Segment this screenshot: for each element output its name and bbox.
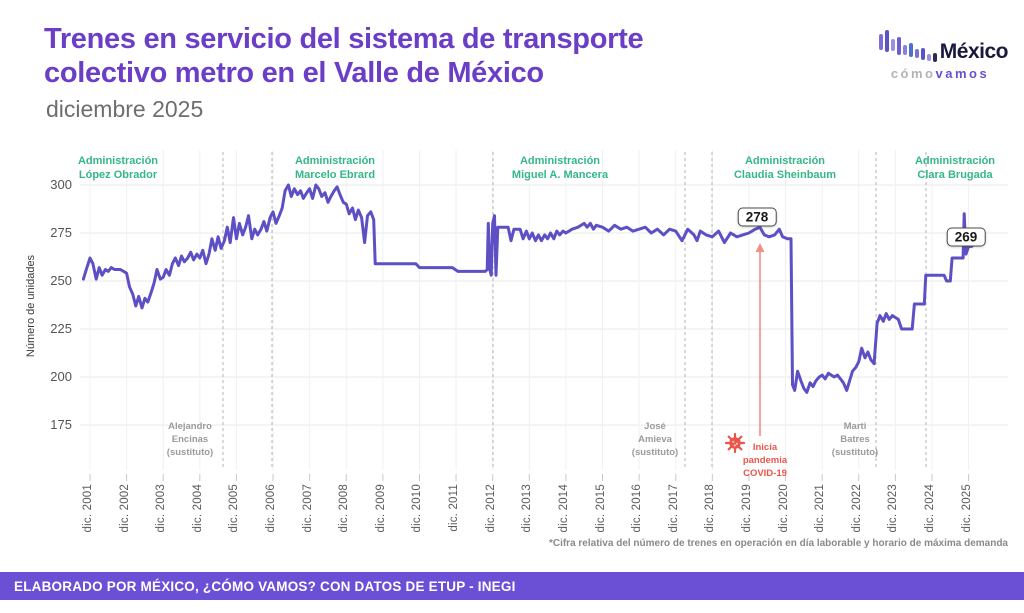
logo-top-row: México: [872, 30, 1009, 68]
administration-label: Administración Miguel A. Mancera: [465, 154, 655, 182]
substitute-label-line: (sustituto): [831, 447, 879, 458]
administration-heading: Administración: [77, 155, 159, 167]
x-tick-label: dic. 2020: [777, 484, 790, 533]
logo-bar: [902, 45, 907, 55]
x-tick-label: dic. 2011: [448, 484, 461, 532]
covid-arrow: [755, 243, 765, 436]
logo-bar: [896, 37, 901, 55]
y-tick-label: 175: [50, 417, 72, 432]
substitute-label-line: Amieva: [638, 434, 672, 445]
x-tick-label: dic. 2003: [155, 484, 168, 533]
title-line-1: Trenes en servicio del sistema de transp…: [44, 23, 644, 55]
x-tick-label: dic. 2010: [411, 484, 424, 533]
page-title: Trenes en servicio del sistema de transp…: [44, 22, 644, 90]
x-tick-label: dic. 2009: [374, 484, 387, 533]
administration-name: Clara Brugada: [917, 169, 993, 181]
x-tick-label: dic. 2013: [521, 484, 534, 533]
logo-bar: [878, 34, 883, 50]
series-line-trenes: [81, 183, 976, 394]
substitute-label-line: Marti: [843, 421, 867, 432]
value-callout: 278: [737, 207, 777, 227]
y-axis-title: Número de unidades: [25, 254, 37, 358]
administration-name: Miguel A. Mancera: [511, 169, 609, 181]
x-tick-label: dic. 2006: [265, 484, 278, 533]
x-tick-label: dic. 2016: [631, 484, 644, 533]
covid-annotation-line: COVID-19: [743, 468, 787, 479]
logo-bar: [908, 43, 913, 57]
logo-bar: [932, 53, 937, 62]
y-tick-label: 225: [50, 321, 72, 336]
administration-name: Claudia Sheinbaum: [733, 169, 837, 181]
x-tick-label: dic. 2015: [594, 484, 607, 533]
x-tick-label: dic. 2008: [338, 484, 351, 533]
administration-label: Administración Clara Brugada: [860, 154, 1024, 182]
y-tick-label: 300: [50, 177, 72, 192]
title-line-2: colectivo metro en el Valle de México: [44, 57, 544, 89]
x-tick-label: dic. 2005: [228, 484, 241, 533]
logo-bar: [884, 30, 889, 52]
administration-name: Marcelo Ebrard: [294, 169, 376, 181]
y-tick-label: 275: [50, 225, 72, 240]
covid-annotation-line: Inicia: [752, 442, 778, 453]
substitute-label-line: José: [644, 421, 666, 432]
x-tick-label: dic. 2021: [814, 484, 827, 533]
logo-bar: [926, 54, 931, 61]
substitute-label-line: (sustituto): [631, 447, 679, 458]
x-tick-label: dic. 2022: [850, 484, 863, 533]
logo-tagline: cómovamos: [872, 66, 1008, 81]
bar-chart-logo-icon: [878, 30, 937, 68]
logo-tagline-como: cómo: [890, 66, 936, 81]
covid-annotation-text: Inicia pandemia COVID-19: [730, 441, 800, 480]
x-tick-label: dic. 2023: [887, 484, 900, 533]
x-tick-label: dic. 2012: [484, 484, 497, 533]
x-tick-label: dic. 2017: [667, 484, 680, 533]
y-tick-label: 200: [50, 369, 72, 384]
gridlines: [80, 150, 1008, 481]
x-tick-label: dic. 2025: [960, 484, 973, 533]
substitute-label: Marti Batres (sustituto): [795, 420, 915, 459]
mexico-como-vamos-logo: México cómovamos: [872, 30, 1009, 81]
administration-dashed-lines: [222, 152, 927, 470]
logo-bar: [890, 39, 895, 51]
administration-label: Administración Marcelo Ebrard: [240, 154, 430, 182]
administration-label: Administración Claudia Sheinbaum: [690, 154, 880, 182]
administration-label: Administración López Obrador: [23, 154, 213, 182]
covid-annotation-line: pandemia: [742, 455, 788, 466]
substitute-label-line: Alejandro: [168, 421, 212, 432]
substitute-label-line: Encinas: [171, 434, 209, 445]
value-callout: 269: [946, 227, 986, 247]
covid-virus-icon: [724, 432, 746, 454]
administration-heading: Administración: [914, 155, 996, 167]
source-footer-text: ELABORADO POR MÉXICO, ¿CÓMO VAMOS? CON D…: [14, 578, 516, 594]
substitute-label-line: (sustituto): [166, 447, 214, 458]
logo-bar: [914, 49, 919, 58]
logo-brand-name: México: [939, 40, 1009, 63]
logo-tagline-vamos: vamos: [935, 66, 990, 81]
administration-heading: Administración: [519, 155, 601, 167]
subtitle-date: diciembre 2025: [46, 96, 204, 122]
substitute-label: Alejandro Encinas (sustituto): [130, 420, 250, 459]
x-tick-label: dic. 2014: [557, 484, 570, 533]
x-tick-label: dic. 2004: [191, 484, 204, 533]
x-tick-label: dic. 2007: [301, 484, 314, 533]
y-tick-label: 250: [50, 273, 72, 288]
chart-footnote: *Cifra relativa del número de trenes en …: [548, 538, 1008, 549]
x-tick-label: dic. 2018: [704, 484, 717, 533]
administration-name: López Obrador: [78, 169, 158, 181]
x-tick-label: dic. 2024: [923, 484, 936, 533]
substitute-label: José Amieva (sustituto): [595, 420, 715, 459]
administration-heading: Administración: [294, 155, 376, 167]
x-tick-label: dic. 2019: [740, 484, 753, 533]
x-tick-label: dic. 2002: [118, 484, 131, 533]
logo-bar: [920, 48, 925, 60]
substitute-label-line: Batres: [840, 434, 870, 445]
administration-heading: Administración: [744, 155, 826, 167]
x-tick-label: dic. 2001: [82, 484, 94, 533]
source-footer-bar: ELABORADO POR MÉXICO, ¿CÓMO VAMOS? CON D…: [0, 572, 1024, 600]
